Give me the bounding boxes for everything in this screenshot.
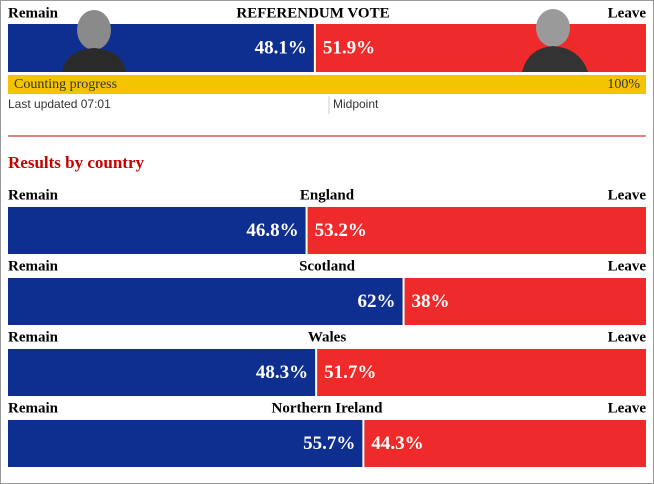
remain-label: Remain [8,329,59,345]
leave-label: Leave [608,400,647,416]
country-name: Northern Ireland [272,400,384,416]
country-name: Scotland [299,258,356,274]
remain-bar [8,349,316,396]
leave-bar [315,24,646,72]
remain-bar [8,207,306,254]
remain-label: Remain [8,400,59,416]
remain-label: Remain [8,258,59,274]
progress-label: Counting progress [14,77,117,92]
leave-value: 51.9% [323,37,375,58]
leave-value: 51.7% [324,362,376,383]
progress-value: 100% [607,77,640,92]
leave-label: Leave [608,329,647,345]
remain-value: 46.8% [246,220,298,241]
section-title: Results by country [8,153,145,172]
leave-bar [317,349,646,396]
country-name: Wales [308,329,346,345]
remain-value: 48.3% [256,362,308,383]
leave-portrait [522,9,588,72]
remain-label: Remain [8,5,59,21]
last-updated: Last updated 07:01 [8,97,111,111]
leave-label: Leave [608,5,647,21]
midpoint-label: Midpoint [333,97,379,111]
leave-value: 44.3% [371,433,423,454]
leave-label: Leave [608,187,647,203]
remain-value: 48.1% [255,37,307,58]
remain-value: 55.7% [303,433,355,454]
remain-portrait [62,10,126,72]
remain-bar [8,278,403,325]
progress-bar [8,75,646,94]
remain-label: Remain [8,187,59,203]
leave-bar [307,207,646,254]
leave-bar [404,278,646,325]
remain-bar [8,420,363,467]
leave-value: 38% [412,291,450,312]
remain-value: 62% [358,291,396,312]
leave-value: 53.2% [315,220,367,241]
leave-bar [364,420,646,467]
leave-label: Leave [608,258,647,274]
remain-bar [8,24,314,72]
title: REFERENDUM VOTE [236,5,389,21]
country-name: England [300,187,355,203]
